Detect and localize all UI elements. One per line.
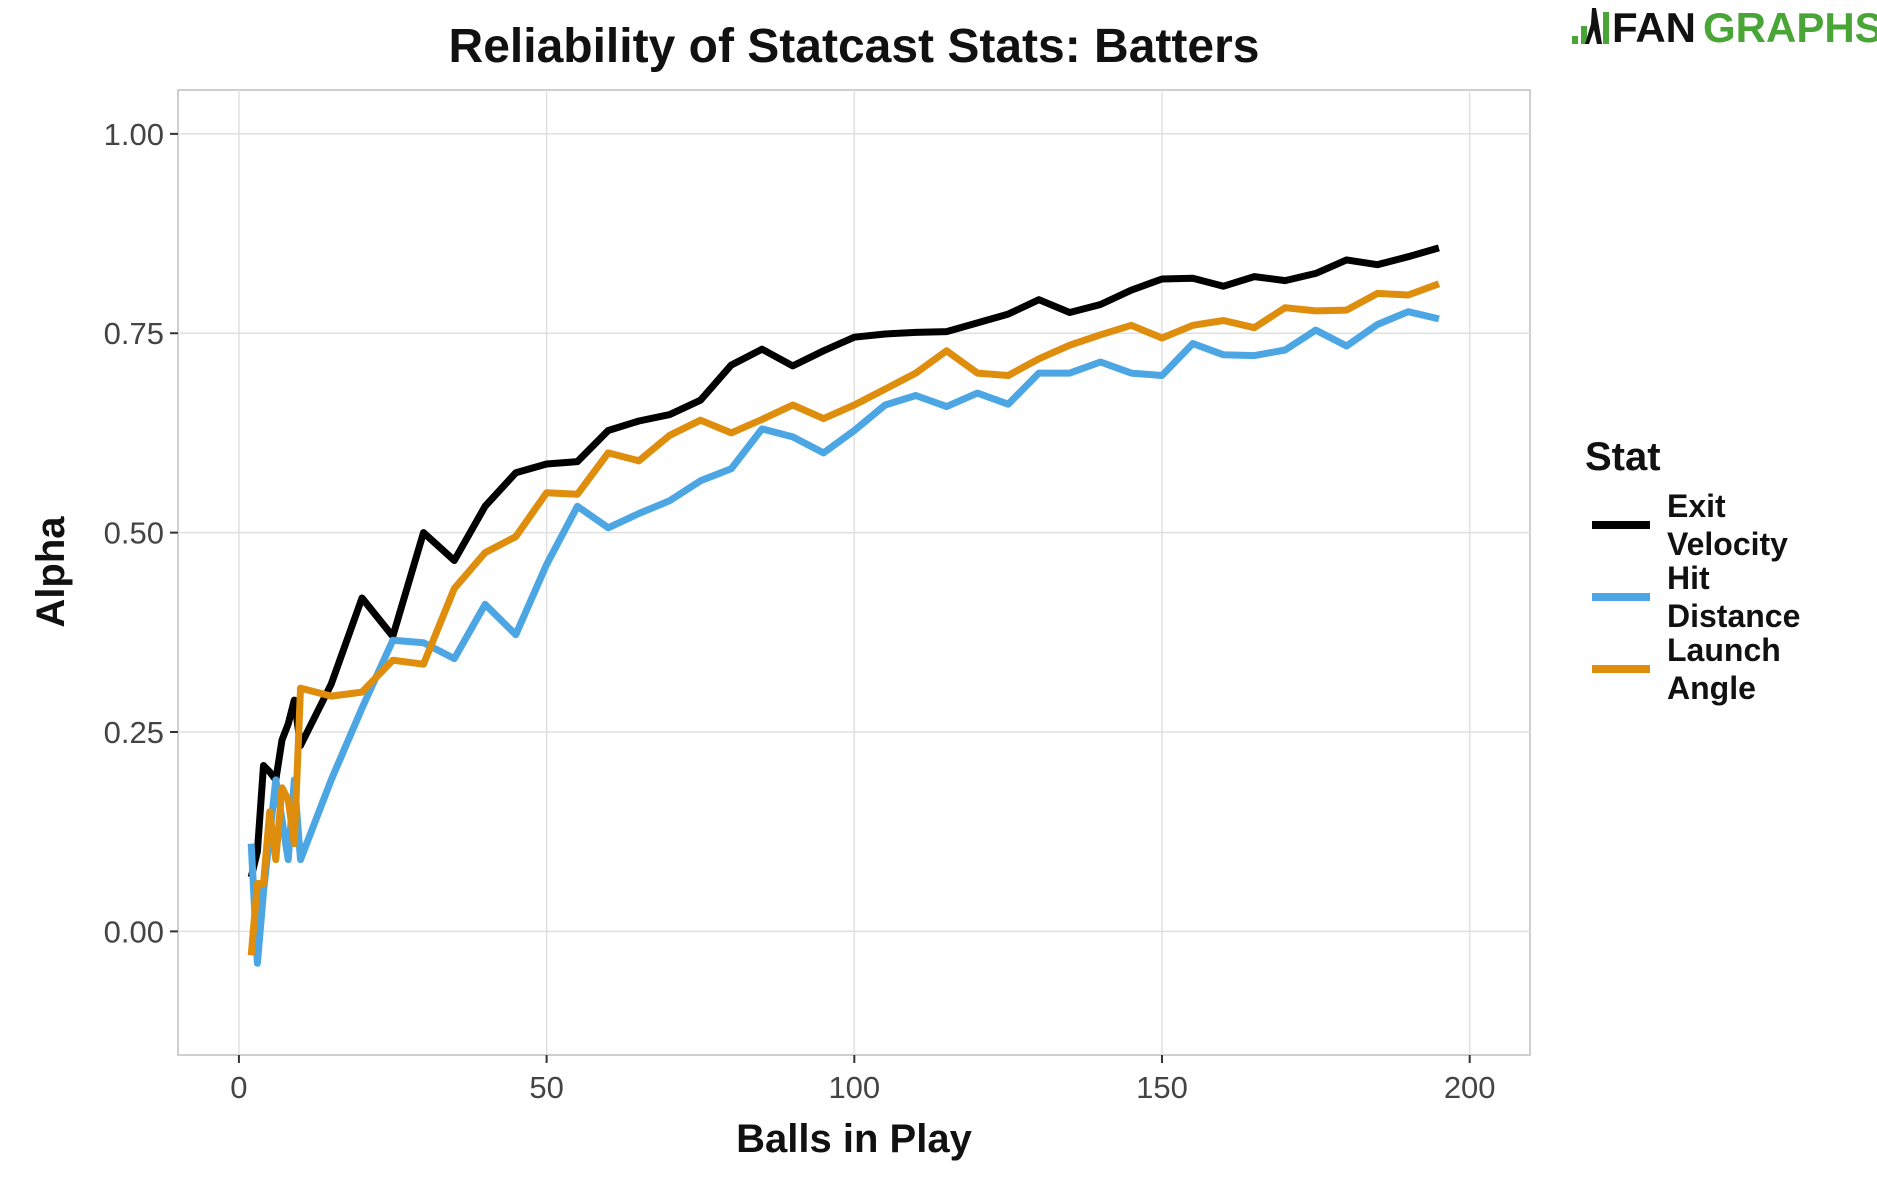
logo-text-fan: FAN	[1612, 4, 1696, 51]
x-axis-ticks: 0 50 100 150 200	[230, 1055, 1496, 1105]
y-tick-label: 0.00	[104, 914, 164, 949]
x-tick-label: 200	[1444, 1070, 1496, 1105]
logo-bar	[1603, 12, 1609, 44]
fangraphs-logo: FAN GRAPHS	[1572, 4, 1877, 51]
legend-label-hit-distance: Hit	[1667, 560, 1710, 596]
y-tick-label: 0.75	[104, 316, 164, 351]
legend-label-exit-velocity: Velocity	[1667, 526, 1788, 562]
y-tick-label: 0.50	[104, 516, 164, 551]
legend-label-exit-velocity: Exit	[1667, 488, 1726, 524]
legend-label-launch-angle: Angle	[1667, 670, 1756, 706]
y-tick-label: 0.25	[104, 715, 164, 750]
chart-title: Reliability of Statcast Stats: Batters	[449, 20, 1260, 73]
logo-bar	[1572, 36, 1578, 44]
legend-title: Stat	[1585, 435, 1661, 479]
x-axis-label: Balls in Play	[736, 1117, 972, 1161]
x-tick-label: 0	[230, 1070, 247, 1105]
legend-label-hit-distance: Distance	[1667, 598, 1800, 634]
legend-label-launch-angle: Launch	[1667, 632, 1781, 668]
series-line-launch-angle	[247, 280, 1441, 956]
series-lines	[247, 244, 1441, 967]
y-axis-label: Alpha	[29, 516, 73, 628]
batter-icon	[1585, 8, 1602, 44]
y-tick-label: 1.00	[104, 117, 164, 152]
logo-text-graphs: GRAPHS	[1703, 4, 1877, 51]
logo-bar	[1581, 26, 1587, 44]
y-axis-ticks: 0.00 0.25 0.50 0.75 1.00	[104, 117, 178, 949]
x-tick-label: 100	[828, 1070, 880, 1105]
x-tick-label: 50	[529, 1070, 563, 1105]
x-tick-label: 150	[1136, 1070, 1188, 1105]
